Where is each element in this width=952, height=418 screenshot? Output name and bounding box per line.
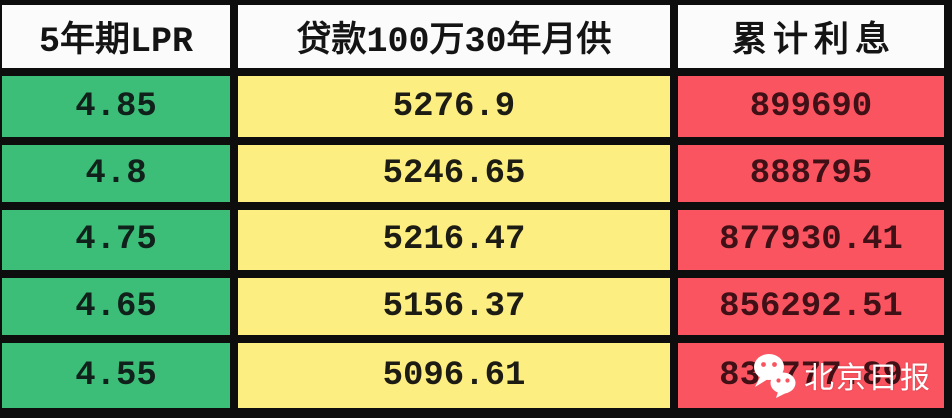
table-cell-lpr: 4.55 <box>2 343 230 408</box>
table-cell-lpr: 4.8 <box>2 145 230 202</box>
header-monthly-payment: 贷款100万30年月供 <box>238 5 670 68</box>
table-cell-lpr: 4.65 <box>2 278 230 335</box>
table-cell-lpr: 4.85 <box>2 76 230 137</box>
table-cell-interest: 877930.41 <box>678 210 944 270</box>
table-cell-payment: 5096.61 <box>238 343 670 408</box>
table-cell-lpr: 4.75 <box>2 210 230 270</box>
table-cell-payment: 5246.65 <box>238 145 670 202</box>
table-cell-interest: 834777.89 <box>678 343 944 408</box>
table-cell-interest: 888795 <box>678 145 944 202</box>
table-cell-payment: 5276.9 <box>238 76 670 137</box>
table-cell-payment: 5156.37 <box>238 278 670 335</box>
table-cell-interest: 856292.51 <box>678 278 944 335</box>
header-5yr-lpr: 5年期LPR <box>2 5 230 68</box>
table-cell-payment: 5216.47 <box>238 210 670 270</box>
header-cumulative-interest: 累计利息 <box>678 5 944 68</box>
table-cell-interest: 899690 <box>678 76 944 137</box>
